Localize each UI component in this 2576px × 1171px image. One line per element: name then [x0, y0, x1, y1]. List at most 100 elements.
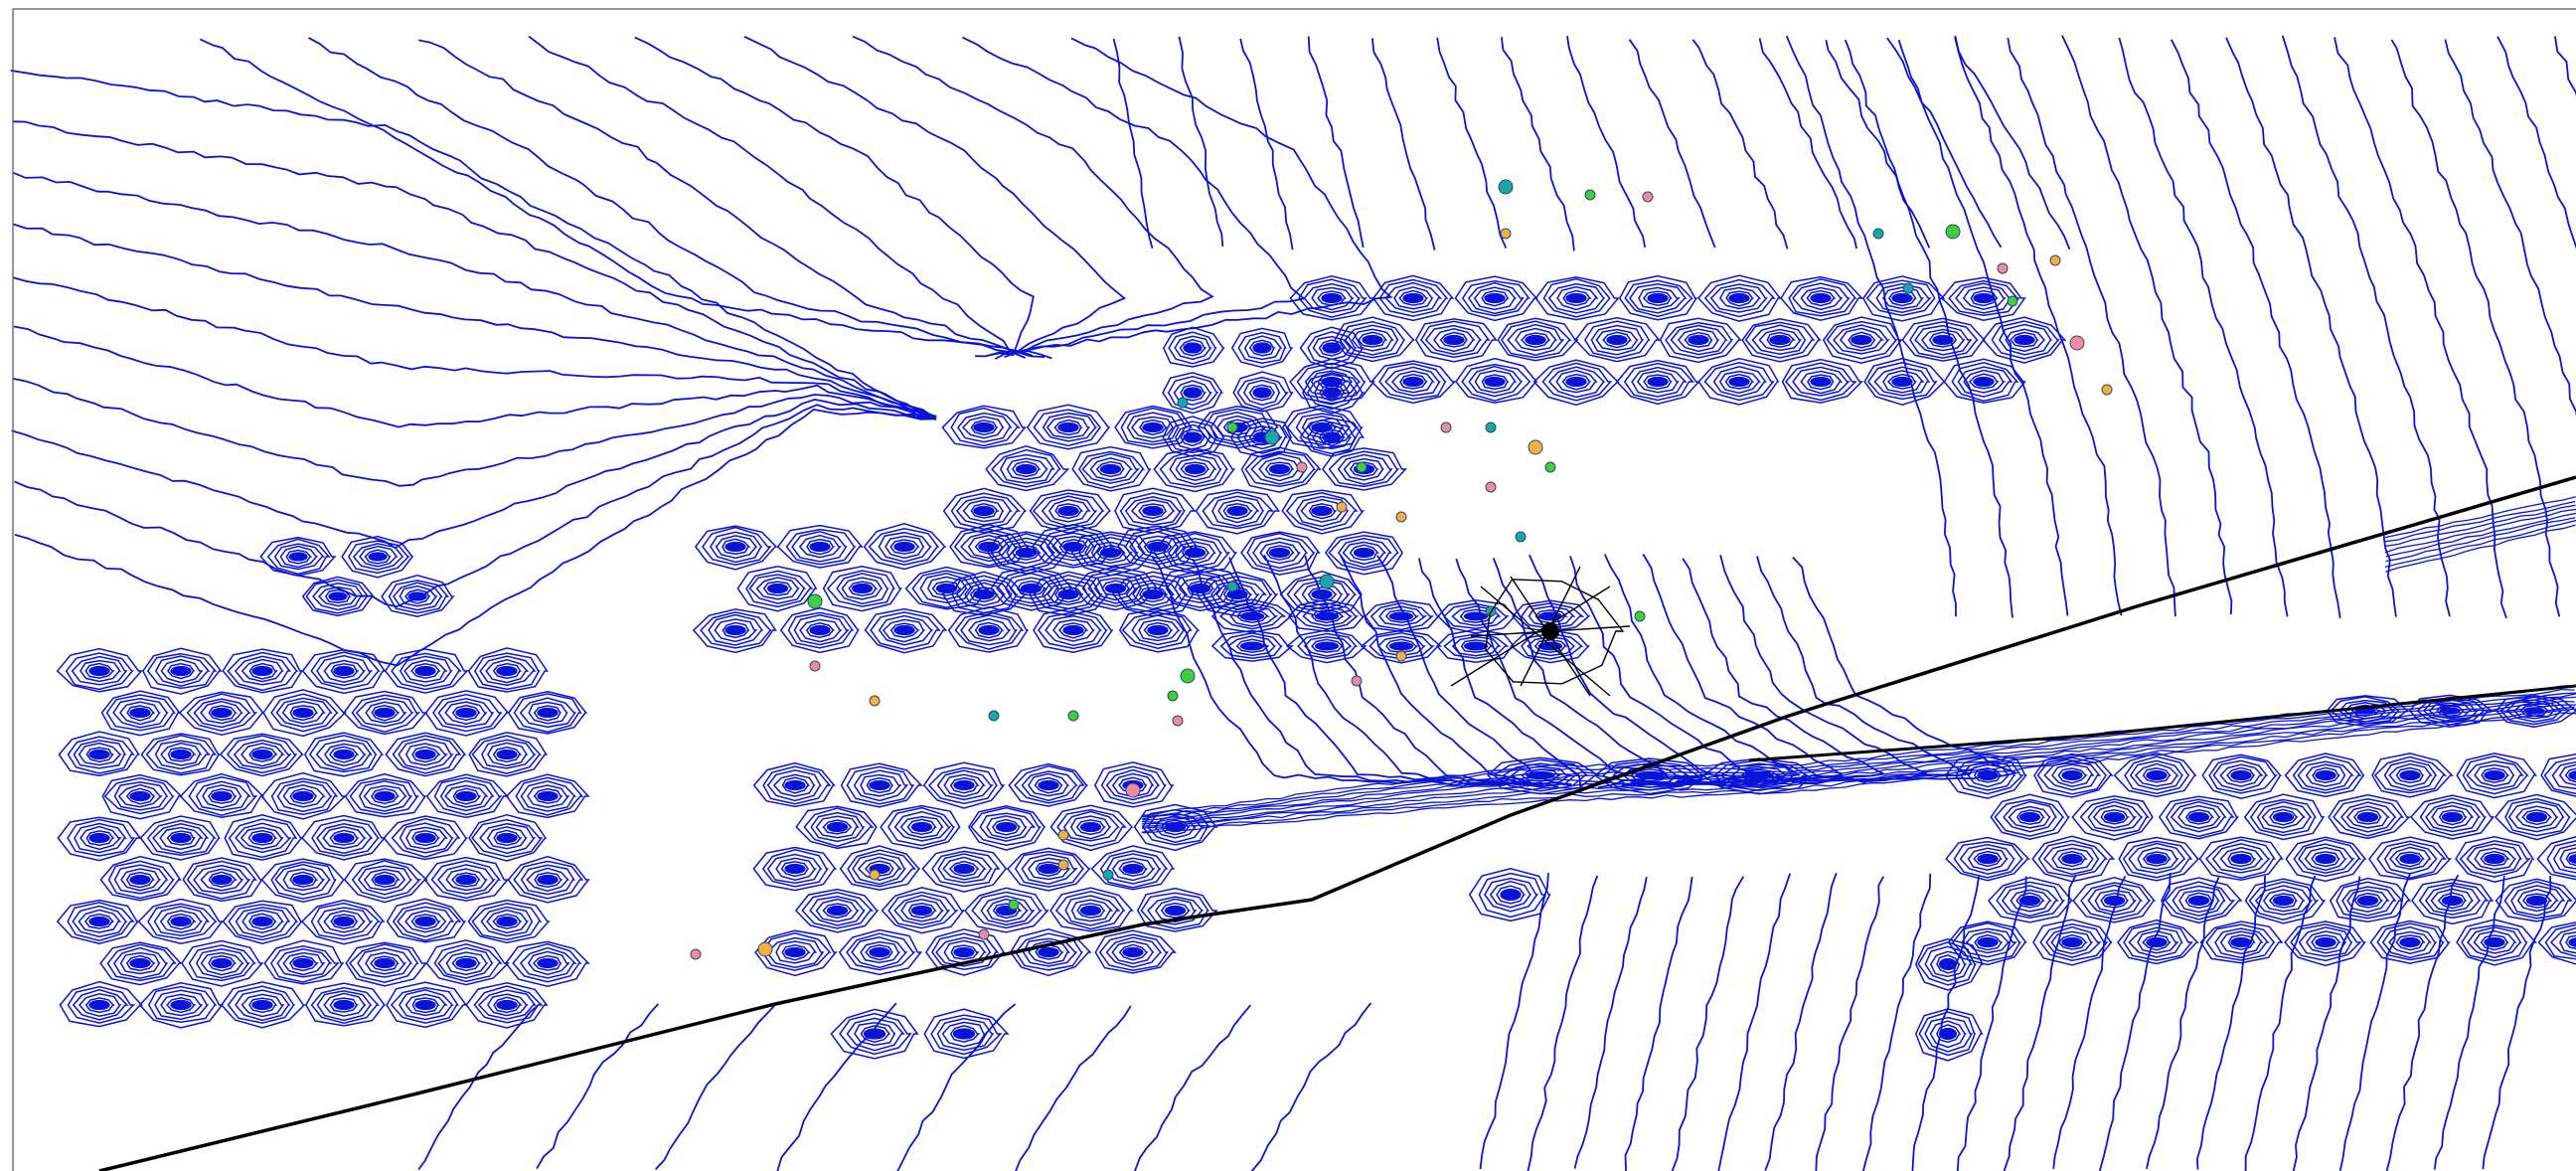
contour-line [962, 36, 1306, 357]
contour-ring [1929, 950, 1967, 978]
contour-ring [1210, 598, 1295, 634]
contour-ring [1328, 450, 1400, 488]
contour-ring [2113, 752, 2197, 798]
circle-marker-icon[interactable] [1584, 189, 1596, 201]
circle-marker-icon[interactable] [1642, 191, 1654, 203]
circle-marker-icon[interactable] [1872, 228, 1884, 240]
circle-marker-icon[interactable] [1226, 421, 1238, 433]
contour-ring [101, 773, 183, 820]
circle-marker-icon[interactable] [978, 928, 990, 940]
circle-marker-icon[interactable] [1634, 610, 1646, 622]
contour-ring [775, 857, 818, 882]
contour-ring [107, 860, 175, 900]
circle-marker-icon[interactable] [1167, 690, 1179, 702]
contour-ring [722, 538, 751, 556]
contour-ring [1584, 320, 1651, 359]
contour-ring [1153, 447, 1236, 493]
contour-ring [1182, 545, 1210, 562]
circle-marker-icon[interactable] [809, 660, 821, 672]
circle-marker-icon[interactable] [1336, 501, 1348, 513]
contour-ring [1037, 611, 1108, 650]
contour-line [536, 1003, 660, 1170]
circle-marker-icon[interactable] [1177, 397, 1189, 409]
circle-marker-icon[interactable] [690, 948, 702, 960]
circle-marker-icon[interactable] [1544, 461, 1556, 473]
contour-ring [1629, 767, 1670, 782]
contour-ring [2079, 798, 2150, 837]
circle-marker-icon[interactable] [1485, 421, 1497, 433]
circle-marker-icon[interactable] [1498, 179, 1514, 195]
contour-ring [1631, 366, 1688, 398]
circle-marker-icon[interactable] [869, 869, 881, 881]
circle-marker-icon[interactable] [1945, 224, 1961, 240]
contour-ring [78, 993, 122, 1017]
contour-ring [2032, 919, 2113, 966]
contour-ring [781, 944, 811, 961]
circle-marker-icon[interactable] [988, 710, 1000, 722]
contour-ring [160, 658, 204, 684]
circle-marker-icon[interactable] [1319, 574, 1335, 589]
contour-ring [288, 955, 319, 972]
contour-line [1573, 877, 1648, 1169]
contour-ring [1264, 461, 1295, 477]
circle-marker-icon[interactable] [1125, 782, 1141, 798]
contour-peak [2525, 895, 2548, 907]
contour-peak [374, 790, 396, 802]
circle-marker-icon[interactable] [1226, 581, 1238, 592]
contour-ring [1521, 602, 1585, 629]
circle-marker-icon[interactable] [1528, 439, 1543, 455]
contour-ring [234, 655, 292, 686]
circle-marker-icon[interactable] [1356, 461, 1368, 473]
contour-line [1637, 554, 1845, 787]
circle-marker-icon[interactable] [1296, 461, 1308, 473]
circle-marker-icon[interactable] [1997, 262, 2009, 274]
circle-marker-icon[interactable] [2049, 254, 2061, 266]
contour-peak [2315, 936, 2336, 948]
circle-marker-icon[interactable] [1395, 650, 1407, 662]
circle-marker-icon[interactable] [1008, 899, 1020, 911]
circle-marker-icon[interactable] [1500, 228, 1512, 240]
circle-marker-icon[interactable] [2101, 384, 2113, 396]
circle-marker-icon[interactable] [1485, 481, 1497, 493]
contour-ring [950, 492, 1021, 531]
contour-ring [2437, 892, 2468, 910]
circle-marker-icon[interactable] [1067, 710, 1079, 722]
focus-marker[interactable] [1450, 566, 1631, 697]
circle-marker-icon[interactable] [2007, 295, 2018, 307]
circle-marker-icon[interactable] [1057, 829, 1069, 841]
contour-ring [1175, 457, 1217, 481]
circle-marker-icon[interactable] [1395, 511, 1407, 523]
contour-line [2385, 500, 2576, 543]
circle-marker-icon[interactable] [807, 593, 823, 609]
circle-marker-icon[interactable] [1057, 859, 1069, 871]
contour-peak [170, 665, 192, 677]
contour-peak [2441, 811, 2464, 823]
contour-peak [809, 624, 831, 636]
circle-marker-icon[interactable] [1172, 715, 1184, 727]
circle-marker-icon[interactable] [757, 941, 773, 957]
contour-ring [2381, 925, 2438, 959]
contour-ring [311, 819, 380, 857]
contour-line [1370, 38, 1436, 251]
circle-marker-icon[interactable] [869, 695, 881, 707]
circle-marker-icon[interactable] [1351, 675, 1363, 687]
circle-marker-icon[interactable] [1264, 429, 1280, 445]
contour-peak [1977, 936, 1999, 948]
contour-ring [1120, 407, 1189, 446]
circle-marker-icon[interactable] [1515, 531, 1527, 543]
circle-marker-icon[interactable] [1902, 282, 1914, 294]
contour-ring [1460, 639, 1494, 653]
contour-ring [467, 647, 549, 693]
circle-marker-icon[interactable] [1102, 869, 1114, 881]
point-markers[interactable] [690, 179, 2113, 960]
contour-ring [359, 545, 399, 568]
circle-marker-icon[interactable] [2069, 335, 2085, 351]
contour-ring [1045, 614, 1103, 647]
circle-marker-icon[interactable] [1180, 668, 1196, 684]
circle-marker-icon[interactable] [1440, 421, 1452, 433]
contour-ring [1022, 937, 1078, 967]
contour-ring [954, 611, 1025, 650]
contour-ring [208, 787, 238, 804]
